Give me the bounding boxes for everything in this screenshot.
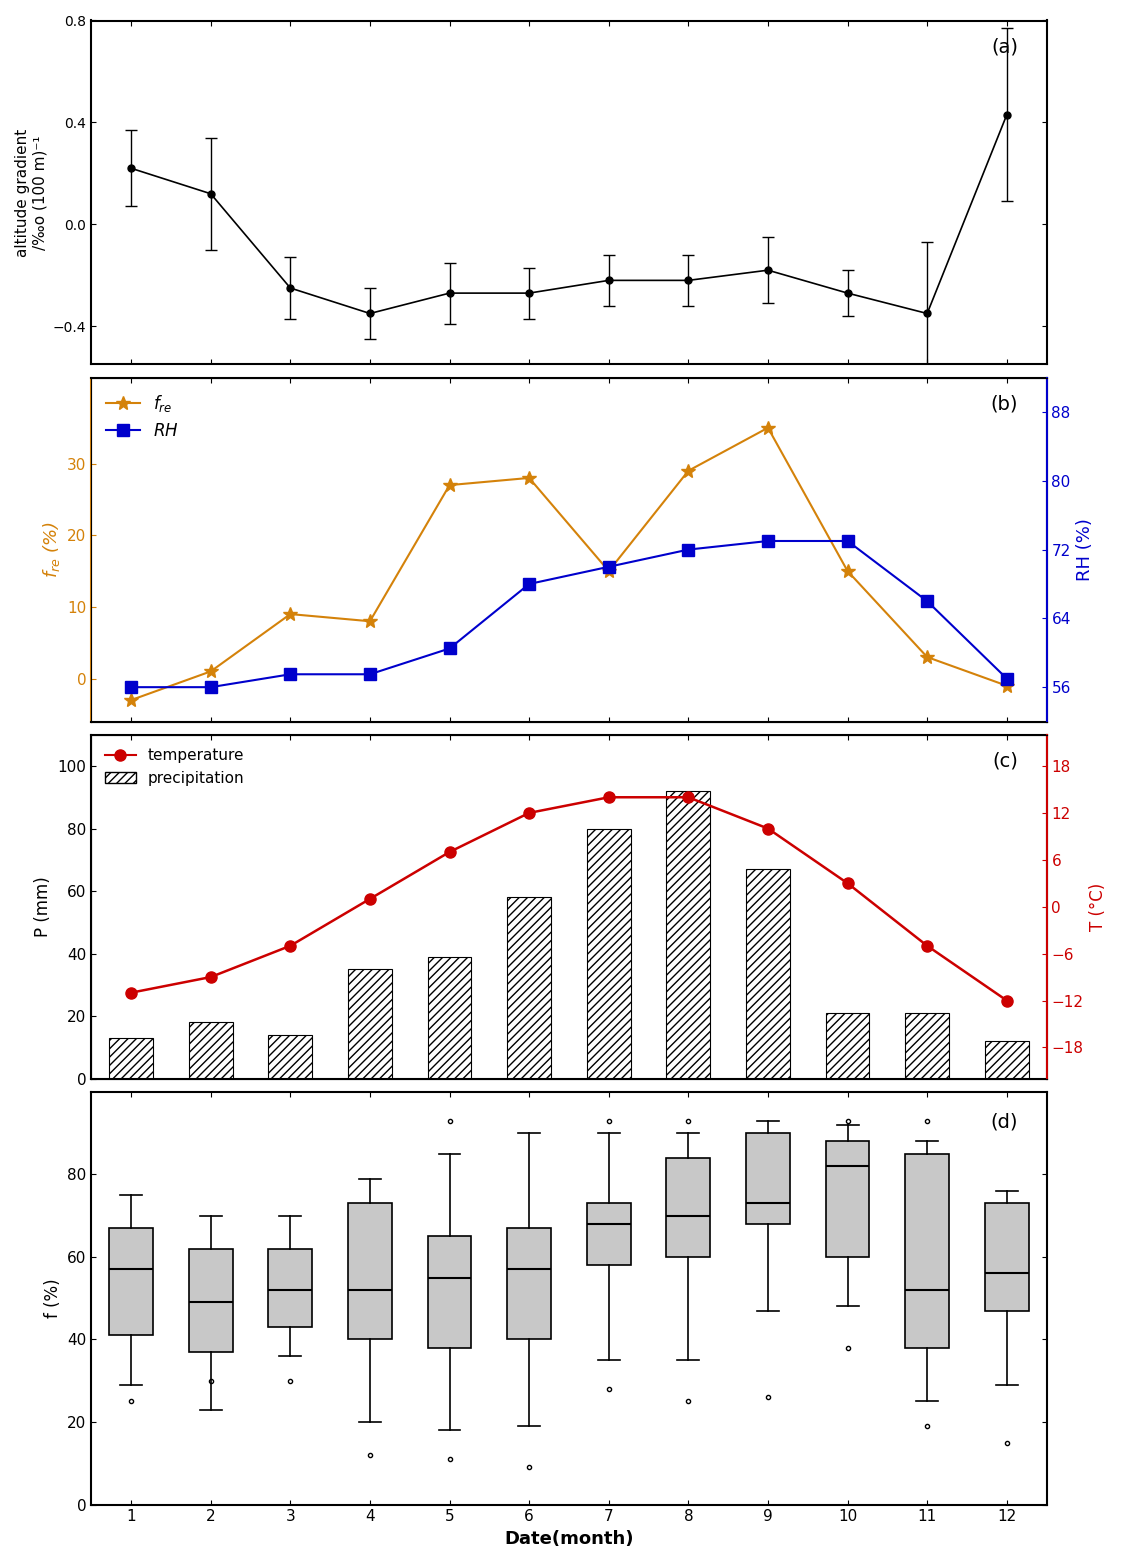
PathPatch shape bbox=[746, 1133, 790, 1224]
Bar bbox=[348, 969, 392, 1078]
Bar bbox=[188, 1022, 232, 1078]
Y-axis label: altitude gradient
/‰o (100 m)⁻¹: altitude gradient /‰o (100 m)⁻¹ bbox=[15, 128, 47, 256]
Bar bbox=[905, 1013, 949, 1078]
Text: (b): (b) bbox=[991, 395, 1018, 414]
X-axis label: Date(month): Date(month) bbox=[504, 1530, 634, 1547]
PathPatch shape bbox=[985, 1204, 1029, 1311]
Legend: $f_{re}$, $RH$: $f_{re}$, $RH$ bbox=[100, 386, 185, 447]
PathPatch shape bbox=[109, 1229, 153, 1335]
Y-axis label: T (°C): T (°C) bbox=[1089, 883, 1107, 932]
Bar bbox=[427, 957, 471, 1078]
Y-axis label: f (%): f (%) bbox=[44, 1279, 62, 1318]
PathPatch shape bbox=[188, 1249, 232, 1352]
Bar bbox=[985, 1041, 1029, 1078]
Text: (c): (c) bbox=[992, 752, 1018, 771]
PathPatch shape bbox=[507, 1229, 551, 1339]
Y-axis label: P (mm): P (mm) bbox=[34, 877, 52, 938]
Text: (a): (a) bbox=[991, 38, 1018, 56]
Bar bbox=[109, 1038, 153, 1078]
Bar bbox=[666, 791, 710, 1078]
PathPatch shape bbox=[826, 1141, 870, 1257]
Y-axis label: RH (%): RH (%) bbox=[1076, 519, 1094, 581]
Y-axis label: $f_{re}$ (%): $f_{re}$ (%) bbox=[40, 520, 62, 578]
Bar bbox=[587, 828, 631, 1078]
Bar bbox=[826, 1013, 870, 1078]
PathPatch shape bbox=[348, 1204, 392, 1339]
Bar bbox=[746, 869, 790, 1078]
PathPatch shape bbox=[268, 1249, 312, 1327]
PathPatch shape bbox=[905, 1153, 949, 1347]
Text: (d): (d) bbox=[991, 1113, 1018, 1132]
PathPatch shape bbox=[427, 1236, 471, 1347]
Legend: temperature, precipitation: temperature, precipitation bbox=[99, 742, 250, 792]
Bar bbox=[268, 1035, 312, 1078]
PathPatch shape bbox=[666, 1158, 710, 1257]
Bar bbox=[507, 897, 551, 1078]
PathPatch shape bbox=[587, 1204, 631, 1264]
